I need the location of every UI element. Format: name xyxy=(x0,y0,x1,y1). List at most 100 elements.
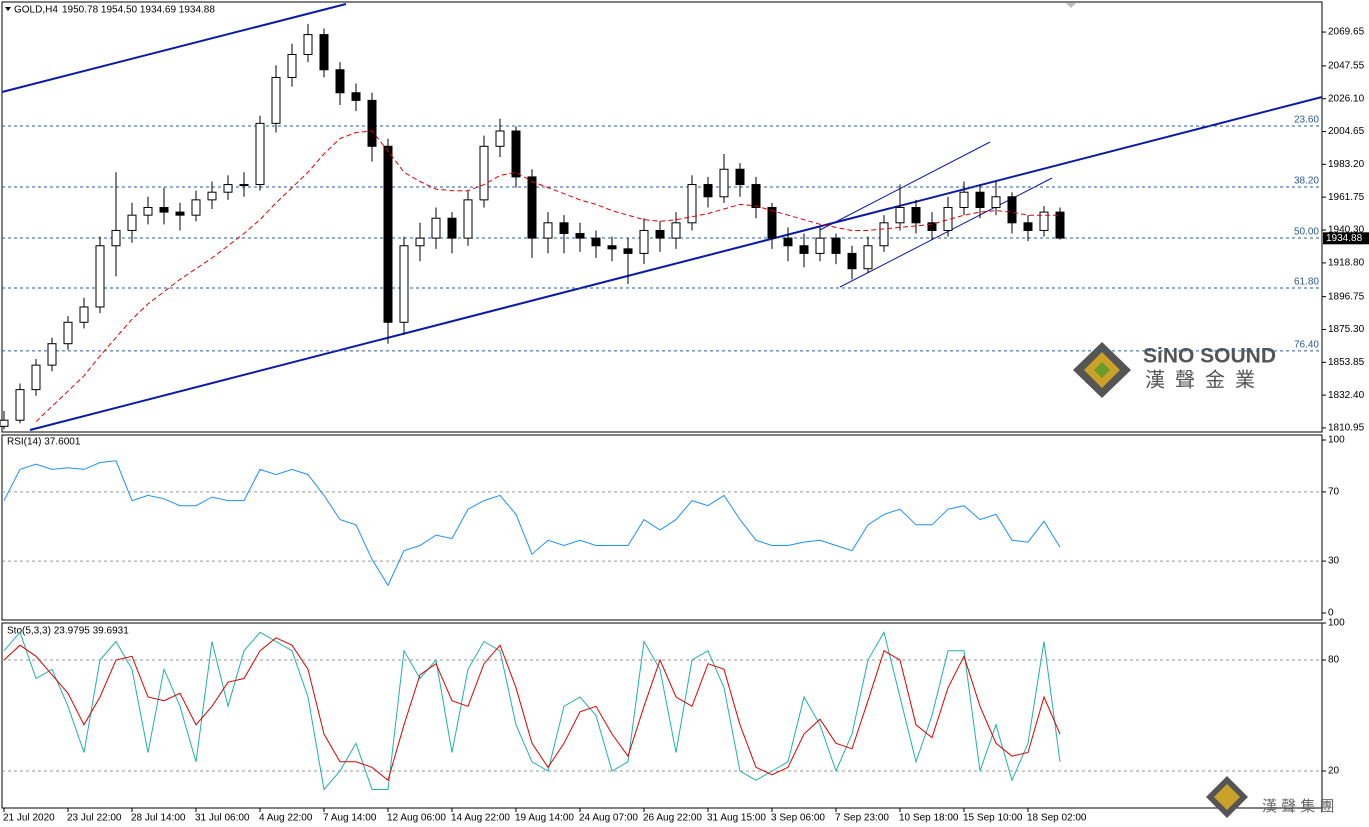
candle-body xyxy=(511,130,521,178)
channel-line xyxy=(839,177,1053,288)
candle xyxy=(335,62,345,105)
y-tick-label: 20 xyxy=(1328,766,1340,777)
candle-body xyxy=(847,252,857,270)
candle-body xyxy=(111,229,121,247)
candle-body xyxy=(911,207,921,224)
trendline xyxy=(29,96,1323,431)
candle-body xyxy=(95,245,105,308)
rsi-title: RSI(14) 37.6001 xyxy=(7,437,81,448)
candle-body xyxy=(1039,211,1049,231)
candle-body xyxy=(815,237,825,254)
candle xyxy=(1039,205,1049,237)
candle xyxy=(671,212,681,249)
candle xyxy=(943,196,953,237)
candle-body xyxy=(975,191,985,209)
candle xyxy=(543,212,553,254)
candle xyxy=(767,202,777,249)
candle-body xyxy=(831,237,841,254)
x-tick-label: 7 Sep 23:00 xyxy=(835,813,889,824)
last-price-box xyxy=(1323,232,1369,245)
candle xyxy=(623,238,633,285)
candle xyxy=(751,176,761,219)
candle xyxy=(911,199,921,234)
x-tick-label: 28 Jul 14:00 xyxy=(131,813,186,824)
candle xyxy=(559,215,569,254)
candle-body xyxy=(559,222,569,235)
y-tick-label: 2026.10 xyxy=(1328,93,1365,104)
candle-body xyxy=(319,34,329,71)
candle-body xyxy=(687,184,697,224)
candle xyxy=(783,227,793,262)
candle xyxy=(879,215,889,252)
x-tick-label: 31 Aug 15:00 xyxy=(707,813,766,824)
candle-body xyxy=(927,222,937,231)
candle-body xyxy=(479,145,489,201)
fib-label: 76.40 xyxy=(1294,340,1319,351)
y-tick-label: 1875.30 xyxy=(1328,324,1365,335)
candle-body xyxy=(207,191,217,201)
candle xyxy=(959,181,969,216)
candle xyxy=(15,383,25,424)
candle xyxy=(63,316,73,350)
candle-body xyxy=(655,229,665,239)
logo-mark xyxy=(1214,784,1240,810)
candle xyxy=(383,138,393,344)
candle xyxy=(159,187,169,225)
candle xyxy=(47,337,57,372)
x-tick-label: 24 Aug 07:00 xyxy=(579,813,638,824)
y-tick-label: 1983.20 xyxy=(1328,159,1365,170)
candle xyxy=(111,172,121,277)
x-tick-label: 3 Sep 06:00 xyxy=(771,813,825,824)
candle-body xyxy=(575,233,585,239)
y-tick-label: 100 xyxy=(1328,435,1345,446)
candle-body xyxy=(607,245,617,250)
candle xyxy=(431,207,441,249)
candle xyxy=(287,43,297,87)
candle xyxy=(687,175,697,231)
logo-name: SiNO SOUND xyxy=(1143,345,1276,368)
candle-body xyxy=(127,214,137,231)
candle-body xyxy=(991,196,1001,209)
candle-body xyxy=(31,364,41,391)
y-tick-label: 80 xyxy=(1328,655,1340,666)
candle xyxy=(895,184,905,231)
y-tick-label: 1896.75 xyxy=(1328,291,1365,302)
candle-body xyxy=(63,321,73,345)
candle xyxy=(79,297,89,329)
candle-body xyxy=(879,222,889,247)
stoch-title: Sto(5,3,3) 23.9795 39.6931 xyxy=(7,626,129,637)
candle xyxy=(95,236,105,314)
fib-label: 61.80 xyxy=(1294,277,1319,288)
candle-body xyxy=(303,34,313,55)
candle xyxy=(799,233,809,268)
candle-body xyxy=(383,145,393,323)
indicator-line xyxy=(3,630,1061,791)
y-tick-label: 30 xyxy=(1328,556,1340,567)
candle-body xyxy=(191,199,201,216)
trendlines xyxy=(1,3,1323,431)
candle xyxy=(191,190,201,222)
candle-body xyxy=(335,69,345,94)
candle xyxy=(175,202,185,231)
menu-arrow[interactable] xyxy=(5,7,11,11)
candle-body xyxy=(1055,211,1065,239)
candle xyxy=(223,175,233,200)
y-tick-label: 100 xyxy=(1328,618,1345,629)
symbol-title: GOLD,H4 xyxy=(14,5,58,16)
candle-body xyxy=(431,217,441,239)
y-tick-label: 70 xyxy=(1328,487,1340,498)
candle xyxy=(863,236,873,274)
candle-body xyxy=(703,184,713,198)
candle-body xyxy=(159,207,169,213)
candle-body xyxy=(271,76,281,124)
candle xyxy=(271,65,281,133)
candle-body xyxy=(543,222,553,239)
candle xyxy=(495,118,505,158)
candle xyxy=(319,28,329,78)
x-tick-label: 19 Aug 14:00 xyxy=(515,813,574,824)
candle xyxy=(1055,207,1065,240)
candle-body xyxy=(223,184,233,193)
candle-body xyxy=(719,168,729,198)
candle xyxy=(447,212,457,254)
